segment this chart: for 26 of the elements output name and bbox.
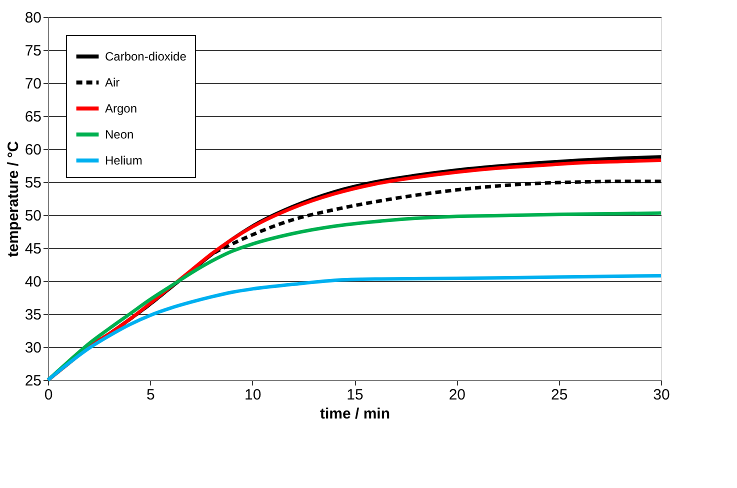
y-tick-label: 25 (24, 372, 42, 390)
x-tick-label: 0 (44, 386, 53, 404)
y-tick-label: 35 (24, 306, 42, 324)
legend-label: Carbon-dioxide (105, 50, 187, 64)
y-tick-label: 30 (24, 340, 42, 356)
y-tick-label: 75 (24, 42, 42, 60)
y-tick-label: 60 (24, 142, 42, 158)
y-axis-title: temperature / °C (4, 140, 22, 258)
x-tick-label: 20 (448, 386, 466, 404)
legend-label: Helium (105, 154, 142, 168)
y-tick-label: 65 (24, 108, 42, 126)
y-tick-label: 70 (24, 76, 42, 92)
y-tick-label: 80 (24, 10, 42, 26)
x-tick-label: 15 (346, 386, 364, 404)
y-tick-label: 55 (24, 174, 42, 192)
y-tick-label: 40 (24, 274, 42, 290)
x-tick-label: 5 (146, 386, 155, 404)
x-tick-label: 25 (550, 386, 568, 404)
legend-label: Argon (105, 102, 138, 116)
x-tick-label: 30 (653, 386, 670, 404)
y-tick-label: 50 (24, 208, 42, 224)
legend-label: Neon (105, 128, 134, 142)
y-tick-label: 45 (24, 240, 42, 258)
x-tick-label: 10 (244, 386, 262, 404)
legend-label: Air (105, 76, 120, 90)
x-axis-title: time / min (320, 406, 390, 422)
